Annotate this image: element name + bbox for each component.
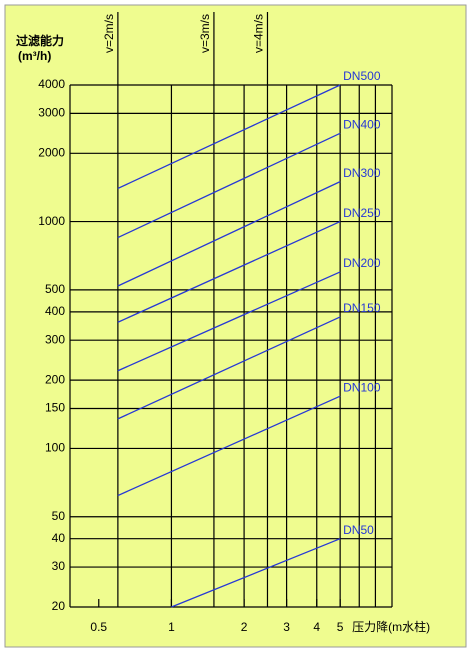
x-tick-label: 4 [313,620,320,634]
series-line [117,395,341,497]
series-line [117,220,341,323]
series-label: DN250 [343,206,381,220]
y-tick-label: 30 [52,559,66,573]
series-label: DN200 [343,256,381,270]
series-label: DN400 [343,117,381,131]
velocity-label: v=4m/s [252,14,266,53]
x-tick-label: 1 [168,620,175,634]
series-line [117,132,341,239]
velocity-label: v=3m/s [198,14,212,53]
x-axis-title: 压力降(m水柱) [352,619,430,634]
y-tick-label: 50 [52,509,66,523]
y-tick-label: 100 [45,441,65,455]
y-tick-label: 40 [52,531,66,545]
series-line [117,316,341,420]
y-tick-label: 150 [45,401,65,415]
series-label: DN300 [343,166,381,180]
x-tick-label: 5 [337,620,344,634]
y-tick-label: 2000 [38,145,65,159]
y-axis-unit: (m³/h) [18,49,51,63]
series-line [171,538,341,608]
y-tick-label: 200 [45,372,65,386]
y-tick-label: 1000 [38,214,65,228]
y-tick-label: 500 [45,282,65,296]
x-tick-label: 2 [241,620,248,634]
series-label: DN100 [343,380,381,394]
x-tick-label: 0.5 [90,620,107,634]
y-tick-label: 3000 [38,106,65,120]
series-label: DN500 [343,69,381,83]
y-tick-label: 300 [45,332,65,346]
velocity-label: v=2m/s [102,14,116,53]
y-axis-title: 过滤能力 [16,33,64,48]
chart-background [4,4,467,648]
series-line [117,181,341,287]
series-line [117,84,341,190]
y-tick-label: 20 [52,599,66,613]
series-line [117,271,341,372]
x-tick-label: 3 [283,620,290,634]
y-tick-label: 4000 [38,77,65,91]
series-label: DN150 [343,301,381,315]
series-label: DN50 [343,523,374,537]
y-tick-label: 400 [45,304,65,318]
